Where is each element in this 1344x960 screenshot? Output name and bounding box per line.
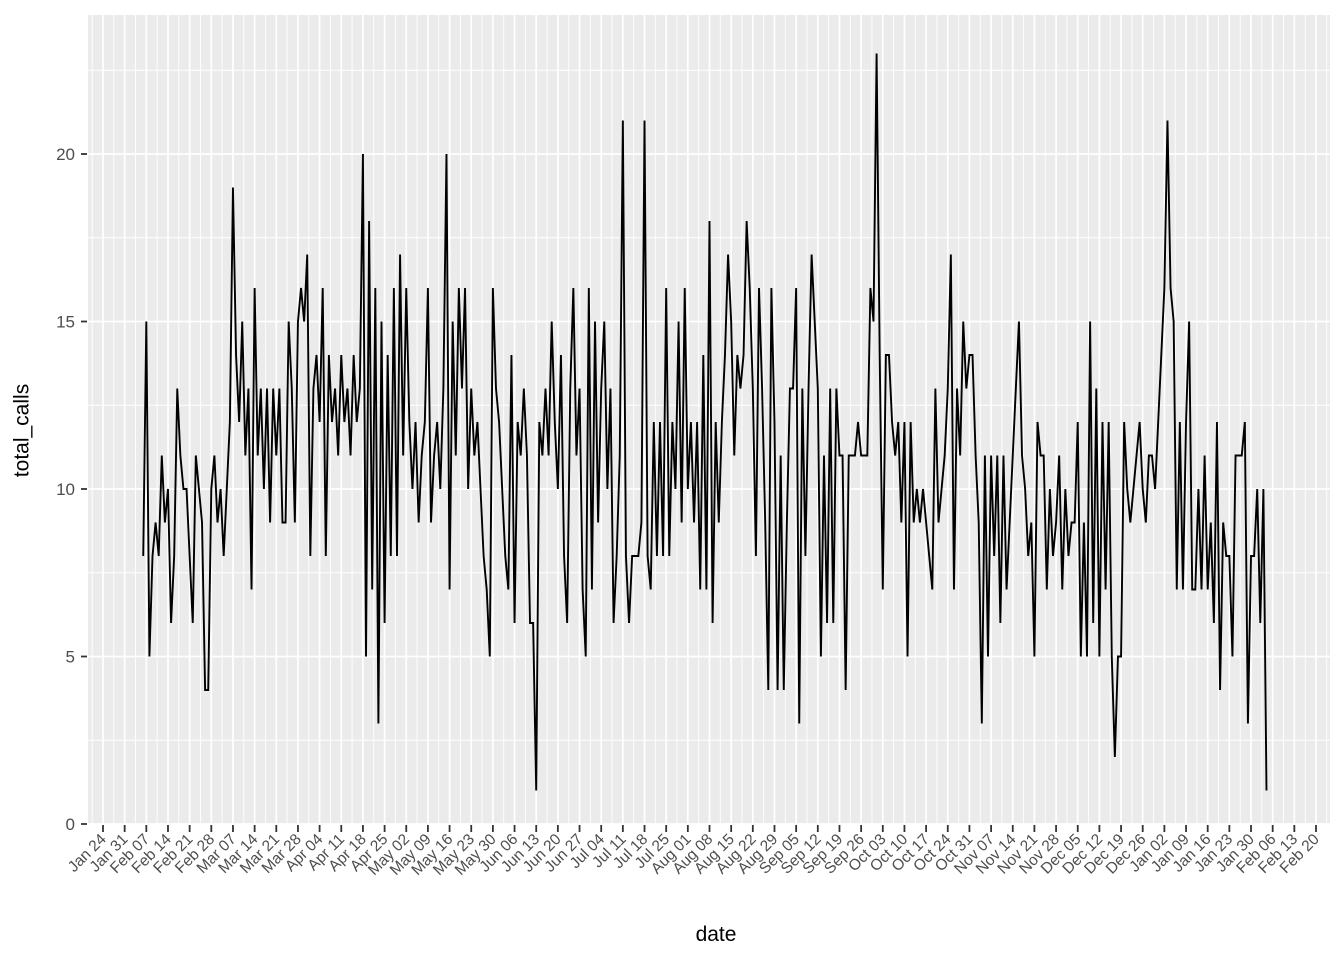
data-line-total-calls <box>142 53 1268 791</box>
y-tick-label: 20 <box>56 145 75 164</box>
x-axis-ticks <box>102 825 1317 832</box>
x-axis-title: date <box>695 923 737 946</box>
y-tick-labels: 0 5 10 15 20 <box>56 145 75 834</box>
y-axis-title: total_calls <box>10 383 34 478</box>
y-tick-label: 10 <box>56 480 75 499</box>
y-axis-ticks <box>81 153 87 825</box>
y-tick-label: 5 <box>66 648 75 667</box>
y-tick-label: 15 <box>56 313 75 332</box>
y-tick-label: 0 <box>66 815 75 834</box>
